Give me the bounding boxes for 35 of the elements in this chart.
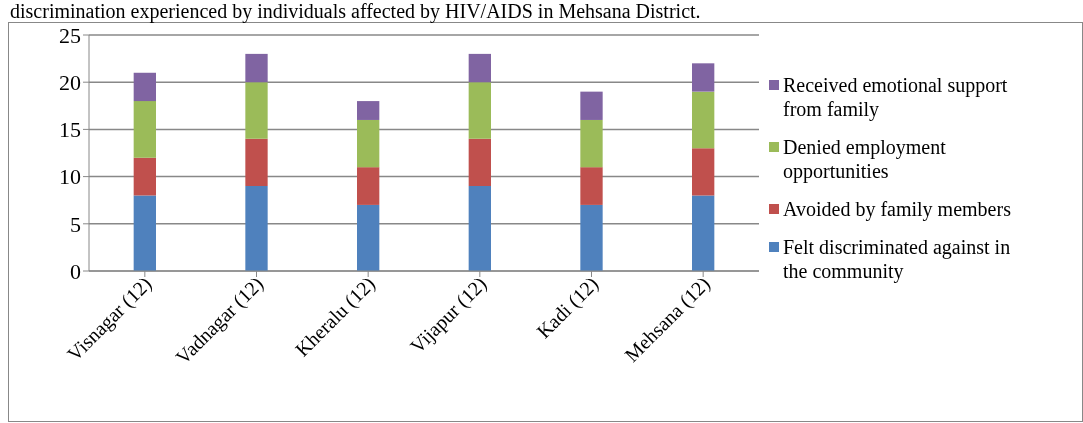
bar bbox=[133, 72, 156, 102]
bar bbox=[468, 186, 491, 271]
legend-label: Felt discriminated against in the community bbox=[783, 235, 1012, 283]
bar bbox=[692, 63, 715, 92]
bar bbox=[692, 91, 715, 149]
bar bbox=[692, 195, 715, 271]
bar bbox=[468, 82, 491, 139]
bar bbox=[133, 157, 156, 196]
bar bbox=[468, 53, 491, 83]
bar bbox=[692, 148, 715, 196]
bar bbox=[580, 91, 603, 120]
y-tick-label: 25 bbox=[59, 22, 81, 48]
bar bbox=[245, 186, 268, 271]
bar bbox=[245, 53, 268, 83]
legend-label: Received emotional support from family bbox=[783, 73, 1009, 121]
bar bbox=[357, 101, 380, 120]
y-tick-label: 20 bbox=[59, 70, 81, 96]
bar bbox=[580, 167, 603, 205]
legend-label: Avoided by family members bbox=[783, 197, 1012, 221]
bar bbox=[357, 204, 380, 271]
bar bbox=[245, 138, 268, 187]
y-tick-label: 5 bbox=[70, 211, 81, 237]
legend-label: Denied employment opportunities bbox=[783, 135, 947, 183]
bar bbox=[580, 119, 603, 168]
bar bbox=[357, 167, 380, 205]
bar bbox=[468, 138, 491, 187]
bar bbox=[133, 101, 156, 158]
bar bbox=[133, 195, 156, 271]
bar bbox=[580, 204, 603, 271]
y-tick-label: 15 bbox=[59, 117, 81, 143]
y-tick-label: 0 bbox=[70, 258, 81, 284]
bar bbox=[357, 119, 380, 168]
chart-title: discrimination experienced by individuals affected by HIV/AIDS in Mehsana District. bbox=[9, 0, 702, 22]
y-tick-label: 10 bbox=[59, 164, 81, 190]
bar bbox=[245, 82, 268, 139]
